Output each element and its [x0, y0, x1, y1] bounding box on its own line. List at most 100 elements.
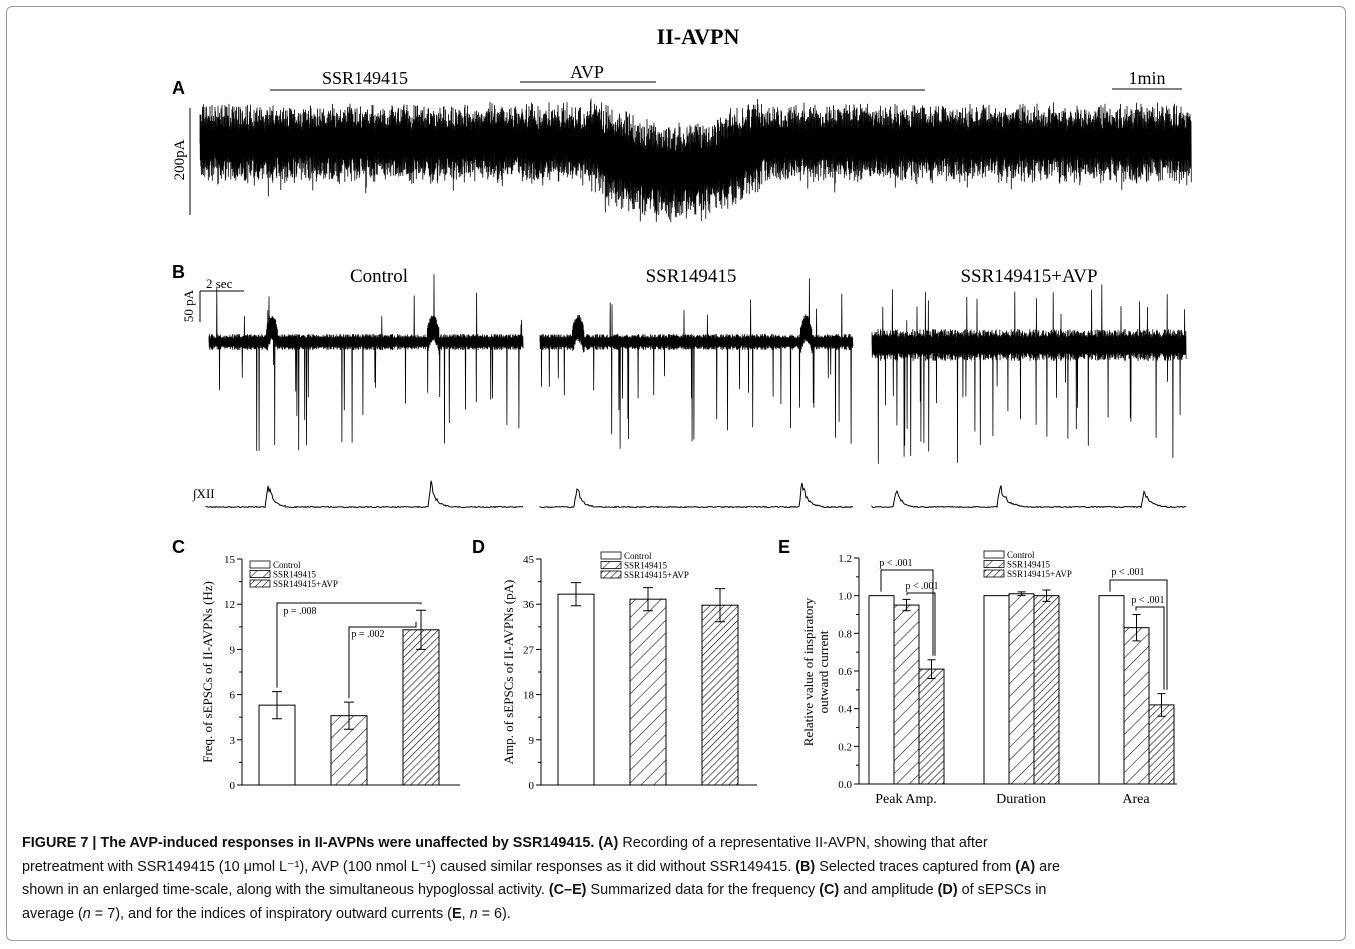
caption-ref-b: (B) — [795, 858, 816, 875]
caption-n1: n — [82, 905, 91, 922]
y-tick-label: 18 — [523, 690, 535, 702]
legend-label-2: SSR149415+AVP — [1007, 569, 1072, 579]
trace-ssr149415-avp — [871, 284, 1187, 464]
caption-ref-c: (C) — [819, 882, 840, 898]
xii-trace-ssr149415 — [539, 482, 854, 509]
caption-line5-b: = 7), and for the indices of inspiratory… — [90, 905, 452, 922]
figure-caption: FIGURE 7 | The AVP-induced responses in … — [22, 832, 1332, 926]
y-tick-label: 0.0 — [838, 779, 852, 791]
significance-label: p = .002 — [351, 629, 384, 640]
legend-swatch-0 — [249, 560, 271, 569]
trace-a — [199, 98, 1192, 223]
bar-2 — [402, 629, 440, 786]
caption-line5-d: = 6). — [477, 905, 511, 922]
significance-label: p < .001 — [879, 558, 912, 569]
legend-swatch-1 — [249, 570, 271, 578]
legend-swatch-0 — [600, 551, 622, 560]
caption-line1-rest: Recording of a representative II-AVPN, s… — [618, 835, 988, 851]
y-tick-label: 9 — [230, 644, 236, 656]
significance-bracket — [276, 602, 422, 688]
time-scale-b-label: 2 sec — [206, 276, 233, 291]
bar-0-0 — [868, 595, 895, 785]
legend-swatch-1 — [600, 561, 622, 569]
y-tick-label: 9 — [529, 735, 535, 747]
amp-scale-b-label: 50 pA — [181, 289, 196, 322]
y-tick-label: 0.4 — [838, 704, 852, 716]
x-group-label-1: Duration — [996, 792, 1046, 807]
error-bar-1-1 — [1017, 591, 1026, 597]
figure-title: II-AVPN — [657, 24, 740, 49]
caption-line4-d: of sEPSCs in — [957, 882, 1047, 898]
y-tick-label: 3 — [230, 735, 236, 747]
y-tick-label: 0.6 — [838, 666, 852, 678]
y-tick-label: 1.2 — [838, 553, 852, 565]
panel-label-e: E — [778, 537, 790, 557]
error-bar-1-2 — [1042, 589, 1051, 602]
drug-label-avp: AVP — [570, 62, 604, 82]
bar-1-1 — [1008, 593, 1035, 785]
significance-bracket — [906, 592, 936, 656]
error-bar-2 — [416, 609, 426, 650]
significance-label: p < .001 — [905, 581, 938, 592]
panel-label-b: B — [172, 262, 185, 282]
y-tick-label: 12 — [224, 599, 235, 611]
bar-1 — [629, 598, 667, 786]
drug-label-ssr149415: SSR149415 — [322, 68, 408, 88]
xii-integrated-label: ∫XII — [192, 486, 215, 502]
error-bar-2 — [715, 588, 725, 623]
y-tick-label: 1.0 — [838, 591, 852, 603]
legend-label-0: Control — [1007, 550, 1035, 560]
legend-label-1: SSR149415 — [624, 561, 668, 571]
panel-label-a: A — [172, 78, 185, 98]
error-bar-0-2 — [927, 659, 936, 680]
panel-label-d: D — [472, 537, 485, 557]
bar-2-1 — [1123, 627, 1150, 785]
significance-bracket — [880, 569, 934, 656]
legend-label-2: SSR149415+AVP — [624, 570, 689, 580]
bar-0-1 — [893, 604, 920, 785]
significance-label: p < .001 — [1111, 567, 1144, 578]
x-group-label-0: Peak Amp. — [875, 792, 936, 807]
y-tick-label: 6 — [230, 690, 236, 702]
trace-control — [208, 274, 524, 451]
bar-2-0 — [1098, 595, 1125, 785]
chart-e: 0.0 0.2 0.4 0.6 0.8 1.0 1.2 Peak Amp. Duration Ar… — [801, 550, 1177, 807]
panel-label-c: C — [172, 537, 185, 557]
x-group-label-2: Area — [1122, 792, 1150, 807]
caption-e: E — [451, 905, 462, 922]
y-tick-label: 45 — [523, 554, 535, 566]
significance-label: p < .001 — [1131, 595, 1164, 606]
caption-figure-label: FIGURE 7 | — [22, 835, 97, 851]
y-tick-label: 36 — [523, 599, 535, 611]
bar-1-0 — [983, 595, 1010, 785]
y-axis-label-line-1: Relative value of inspiratory — [801, 597, 816, 746]
caption-title: The AVP-induced responses in II-AVPNs we… — [100, 835, 595, 851]
error-bar-0 — [272, 691, 282, 720]
legend-label-2: SSR149415+AVP — [273, 579, 338, 589]
trace-ssr149415 — [539, 278, 854, 449]
error-bar-2-1 — [1132, 614, 1141, 642]
caption-ref-d: (D) — [937, 882, 958, 898]
xii-trace-control — [205, 480, 524, 509]
y-axis-label: Relative value of inspiratoryoutward cur… — [801, 597, 831, 746]
error-bar-2-2 — [1157, 693, 1166, 717]
xii-trace-ssr149415-avp — [871, 485, 1187, 509]
caption-line5-c: , — [461, 905, 470, 922]
caption-line-3: shown in an enlarged time-scale, along w… — [22, 879, 1332, 903]
caption-line4-b: Summarized data for the frequency — [586, 882, 820, 898]
y-tick-label: 27 — [523, 644, 535, 656]
figure-frame — [6, 6, 1346, 941]
caption-n2: n — [469, 905, 478, 922]
legend-swatch-2 — [249, 579, 271, 588]
legend-swatch-2 — [983, 569, 1005, 578]
y-tick-label: 0.8 — [838, 628, 852, 640]
caption-ref-ce: (C–E) — [548, 882, 587, 898]
caption-line-4: average (n = 7), and for the indices of … — [22, 903, 1332, 927]
caption-line-2: pretreatment with SSR149415 (10 μmol L⁻¹… — [22, 856, 1332, 880]
y-tick-label: 0.2 — [838, 741, 852, 753]
bar-1-2 — [1033, 595, 1060, 785]
bar-0 — [557, 593, 595, 786]
significance-bracket — [1109, 579, 1168, 690]
bar-2-2 — [1148, 704, 1175, 785]
